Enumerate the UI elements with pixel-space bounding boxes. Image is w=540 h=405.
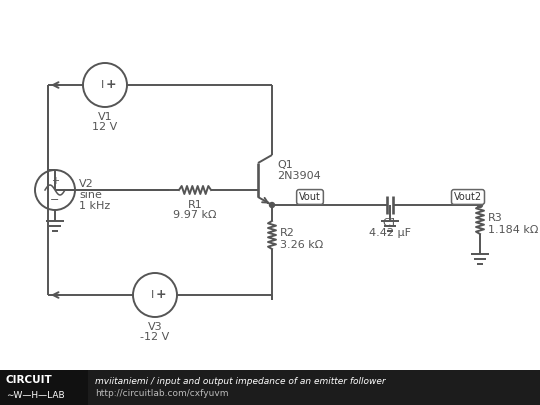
Text: 1.184 kΩ: 1.184 kΩ (488, 225, 538, 235)
Text: http://circuitlab.com/cxfyuvm: http://circuitlab.com/cxfyuvm (95, 390, 228, 399)
Circle shape (269, 202, 274, 207)
Text: CIRCUIT: CIRCUIT (6, 375, 53, 385)
Text: +: + (51, 176, 59, 186)
Text: mviitaniemi / input and output impedance of an emitter follower: mviitaniemi / input and output impedance… (95, 377, 386, 386)
Text: +: + (156, 288, 166, 301)
Text: C1: C1 (383, 218, 397, 228)
Text: Q1: Q1 (277, 160, 293, 170)
Bar (0, 370, 88, 405)
Text: -12 V: -12 V (140, 332, 170, 342)
Text: R3: R3 (488, 213, 503, 223)
Text: ∼W—H—LAB: ∼W—H—LAB (6, 390, 65, 399)
Text: V3: V3 (147, 322, 163, 332)
Text: Vout: Vout (299, 192, 321, 202)
Bar (0, 370, 540, 405)
Circle shape (477, 202, 483, 207)
Text: 2N3904: 2N3904 (277, 171, 321, 181)
Text: V1: V1 (98, 112, 112, 122)
Text: R1: R1 (187, 200, 202, 210)
Text: I: I (150, 290, 153, 300)
Text: −: − (50, 195, 60, 205)
Text: I: I (100, 80, 104, 90)
Text: 9.97 kΩ: 9.97 kΩ (173, 210, 217, 220)
Text: sine: sine (79, 190, 102, 200)
Text: Vout2: Vout2 (454, 192, 482, 202)
Text: 12 V: 12 V (92, 122, 118, 132)
Text: 4.42 μF: 4.42 μF (369, 228, 411, 238)
Text: V2: V2 (79, 179, 94, 189)
Text: R2: R2 (280, 228, 295, 238)
Text: 3.26 kΩ: 3.26 kΩ (280, 240, 323, 250)
Text: +: + (106, 79, 116, 92)
Text: 1 kHz: 1 kHz (79, 201, 110, 211)
